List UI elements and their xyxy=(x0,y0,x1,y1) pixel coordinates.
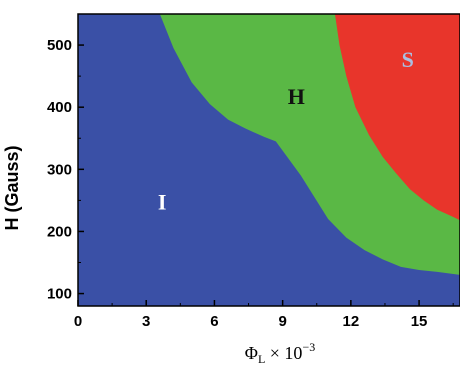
x-tick-label: 9 xyxy=(278,313,286,330)
region-labels: I H S xyxy=(158,47,414,215)
x-tick-label: 6 xyxy=(210,313,218,330)
y-axis: 100 200 300 400 500 xyxy=(47,37,84,303)
x-tick-label: 0 xyxy=(74,313,82,330)
x-tick-label: 3 xyxy=(142,313,150,330)
plot-regions xyxy=(78,14,460,306)
y-tick-label: 500 xyxy=(47,37,72,54)
region-label-I: I xyxy=(158,190,167,215)
x-tick-label: 12 xyxy=(343,313,360,330)
x-axis-title-symbol: Φ xyxy=(245,343,258,363)
region-label-H: H xyxy=(288,84,305,109)
x-axis-title-subscript: L xyxy=(258,352,265,365)
y-tick-label: 300 xyxy=(47,161,72,178)
x-axis-title-suffix: × 10 xyxy=(265,343,302,363)
x-tick-label: 15 xyxy=(411,313,428,330)
y-axis-title: H (Gauss) xyxy=(2,145,22,230)
y-tick-label: 200 xyxy=(47,223,72,240)
plot-frame xyxy=(77,13,460,307)
x-axis-title-exponent: −3 xyxy=(302,340,315,354)
y-tick-label: 400 xyxy=(47,99,72,116)
region-S xyxy=(334,14,460,221)
region-label-S: S xyxy=(402,47,414,72)
x-axis: 0 3 6 9 12 15 xyxy=(74,300,454,330)
x-axis-title: ΦL × 10−3 xyxy=(245,340,315,365)
y-tick-label: 100 xyxy=(47,286,72,303)
